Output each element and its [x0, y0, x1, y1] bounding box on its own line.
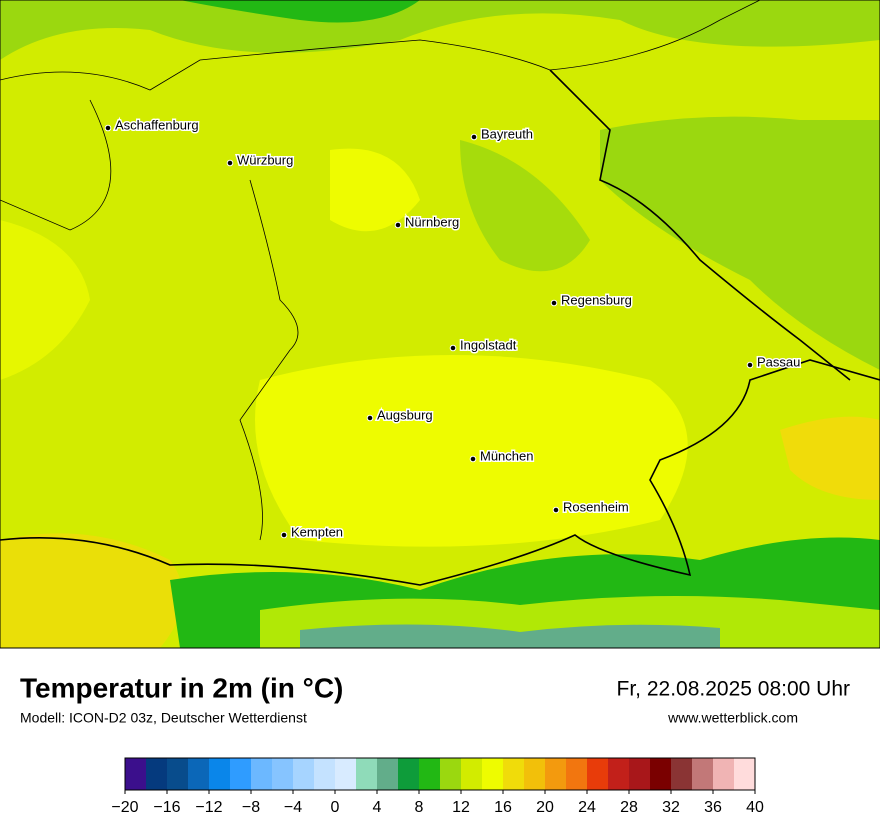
- color-swatch: [671, 758, 693, 790]
- tick-label: 28: [620, 799, 638, 816]
- color-swatch: [482, 758, 504, 790]
- subtitle: Modell: ICON-D2 03z, Deutscher Wetterdie…: [20, 710, 307, 726]
- city-label: München: [480, 448, 533, 463]
- tick-label: −16: [153, 799, 180, 816]
- color-swatch: [377, 758, 399, 790]
- city-label: Augsburg: [377, 407, 433, 422]
- tick-label: −4: [284, 799, 302, 816]
- color-swatch: [293, 758, 315, 790]
- color-swatch: [272, 758, 294, 790]
- color-swatch: [314, 758, 336, 790]
- city-label: Aschaffenburg: [115, 117, 199, 132]
- color-swatch: [587, 758, 609, 790]
- tick-label: 16: [494, 799, 512, 816]
- tick-label: 8: [415, 799, 424, 816]
- color-swatch: [629, 758, 651, 790]
- tick-label: 4: [373, 799, 382, 816]
- city-label: Bayreuth: [481, 126, 533, 141]
- color-swatch: [125, 758, 147, 790]
- color-swatch: [524, 758, 546, 790]
- city-dot: [746, 361, 754, 369]
- color-swatch: [356, 758, 378, 790]
- color-swatch: [251, 758, 273, 790]
- tick-label: 36: [704, 799, 722, 816]
- map-frame: [0, 0, 880, 649]
- tick-label: −20: [111, 799, 138, 816]
- city-dot: [550, 299, 558, 307]
- color-swatch: [440, 758, 462, 790]
- city-dot: [394, 221, 402, 229]
- color-swatch: [734, 758, 756, 790]
- color-swatch: [419, 758, 441, 790]
- tick-label: 40: [746, 799, 764, 816]
- tick-label: 20: [536, 799, 554, 816]
- color-swatch: [692, 758, 714, 790]
- color-swatch: [230, 758, 252, 790]
- color-swatch: [503, 758, 525, 790]
- color-swatch: [167, 758, 189, 790]
- colorbar: −20 −16 −12 −8 −4 0 4 8 12 16 20 24 28 32 36 40: [111, 757, 764, 816]
- city-label: Ingolstadt: [460, 337, 517, 352]
- color-swatch: [146, 758, 168, 790]
- city-dot: [469, 455, 477, 463]
- green-area: [180, 0, 420, 23]
- yellow-area: [0, 220, 90, 380]
- yellow-area: [330, 148, 420, 232]
- city-label: Regensburg: [561, 292, 632, 307]
- color-swatch: [713, 758, 735, 790]
- tick-label: −8: [242, 799, 260, 816]
- tick-label: 12: [452, 799, 470, 816]
- tick-label: 0: [331, 799, 340, 816]
- city-dot: [280, 531, 288, 539]
- green-area: [600, 116, 880, 371]
- city-dot: [226, 159, 234, 167]
- green-area: [0, 0, 880, 60]
- tick-label: 32: [662, 799, 680, 816]
- city-dot: [104, 124, 112, 132]
- yellow-area: [255, 355, 688, 547]
- city-dot: [470, 133, 478, 141]
- color-swatch: [650, 758, 672, 790]
- city-dot: [366, 414, 374, 422]
- tick-label: −12: [195, 799, 222, 816]
- color-swatch: [335, 758, 357, 790]
- city-label: Kempten: [291, 524, 343, 539]
- map: [0, 0, 880, 649]
- city-label: Würzburg: [237, 152, 293, 167]
- city-label: Nürnberg: [405, 214, 459, 229]
- country-border: [0, 359, 880, 586]
- warm-area: [780, 416, 880, 500]
- city-dot: [552, 506, 560, 514]
- state-border: [0, 99, 299, 541]
- warm-area: [0, 533, 183, 648]
- color-swatch: [188, 758, 210, 790]
- color-swatch: [461, 758, 483, 790]
- cities: Aschaffenburg Würzburg Bayreuth Nürnberg Reg…: [104, 116, 802, 541]
- city-dot: [449, 344, 457, 352]
- country-border: [549, 69, 851, 381]
- color-swatch: [608, 758, 630, 790]
- state-border: [0, 0, 761, 91]
- green-area: [460, 140, 590, 272]
- tick-label: 24: [578, 799, 596, 816]
- color-swatch: [398, 758, 420, 790]
- colorbar-frame: [124, 757, 756, 791]
- color-swatch: [566, 758, 588, 790]
- city-label: Passau: [757, 354, 800, 369]
- title: Temperatur in 2m (in °C): [20, 672, 343, 703]
- alps-cold: [300, 624, 720, 648]
- city-label: Rosenheim: [563, 499, 629, 514]
- website: www.wetterblick.com: [667, 710, 798, 726]
- color-swatch: [209, 758, 231, 790]
- color-swatch: [545, 758, 567, 790]
- datetime: Fr, 22.08.2025 08:00 Uhr: [617, 678, 851, 701]
